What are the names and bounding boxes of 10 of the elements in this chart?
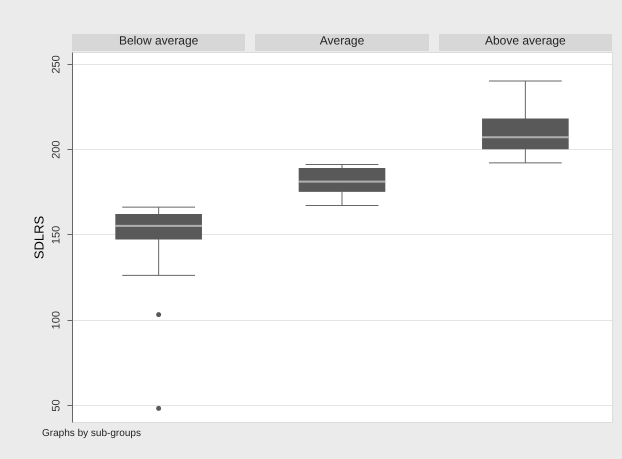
y-tick-label: 250 (50, 55, 62, 74)
text: Graphs by sub-groups (42, 428, 141, 439)
y-axis-title: SDLRS (32, 216, 46, 260)
x-tick-label: Above average (484, 34, 566, 48)
x-tick-label: Average (320, 34, 365, 48)
y-tick-label: 200 (50, 140, 62, 159)
y-tick-label: 150 (50, 226, 62, 244)
y-tick-label: 50 (50, 399, 62, 412)
x-tick-label: Below average (118, 34, 199, 48)
y-tick-label: 100 (50, 311, 62, 330)
